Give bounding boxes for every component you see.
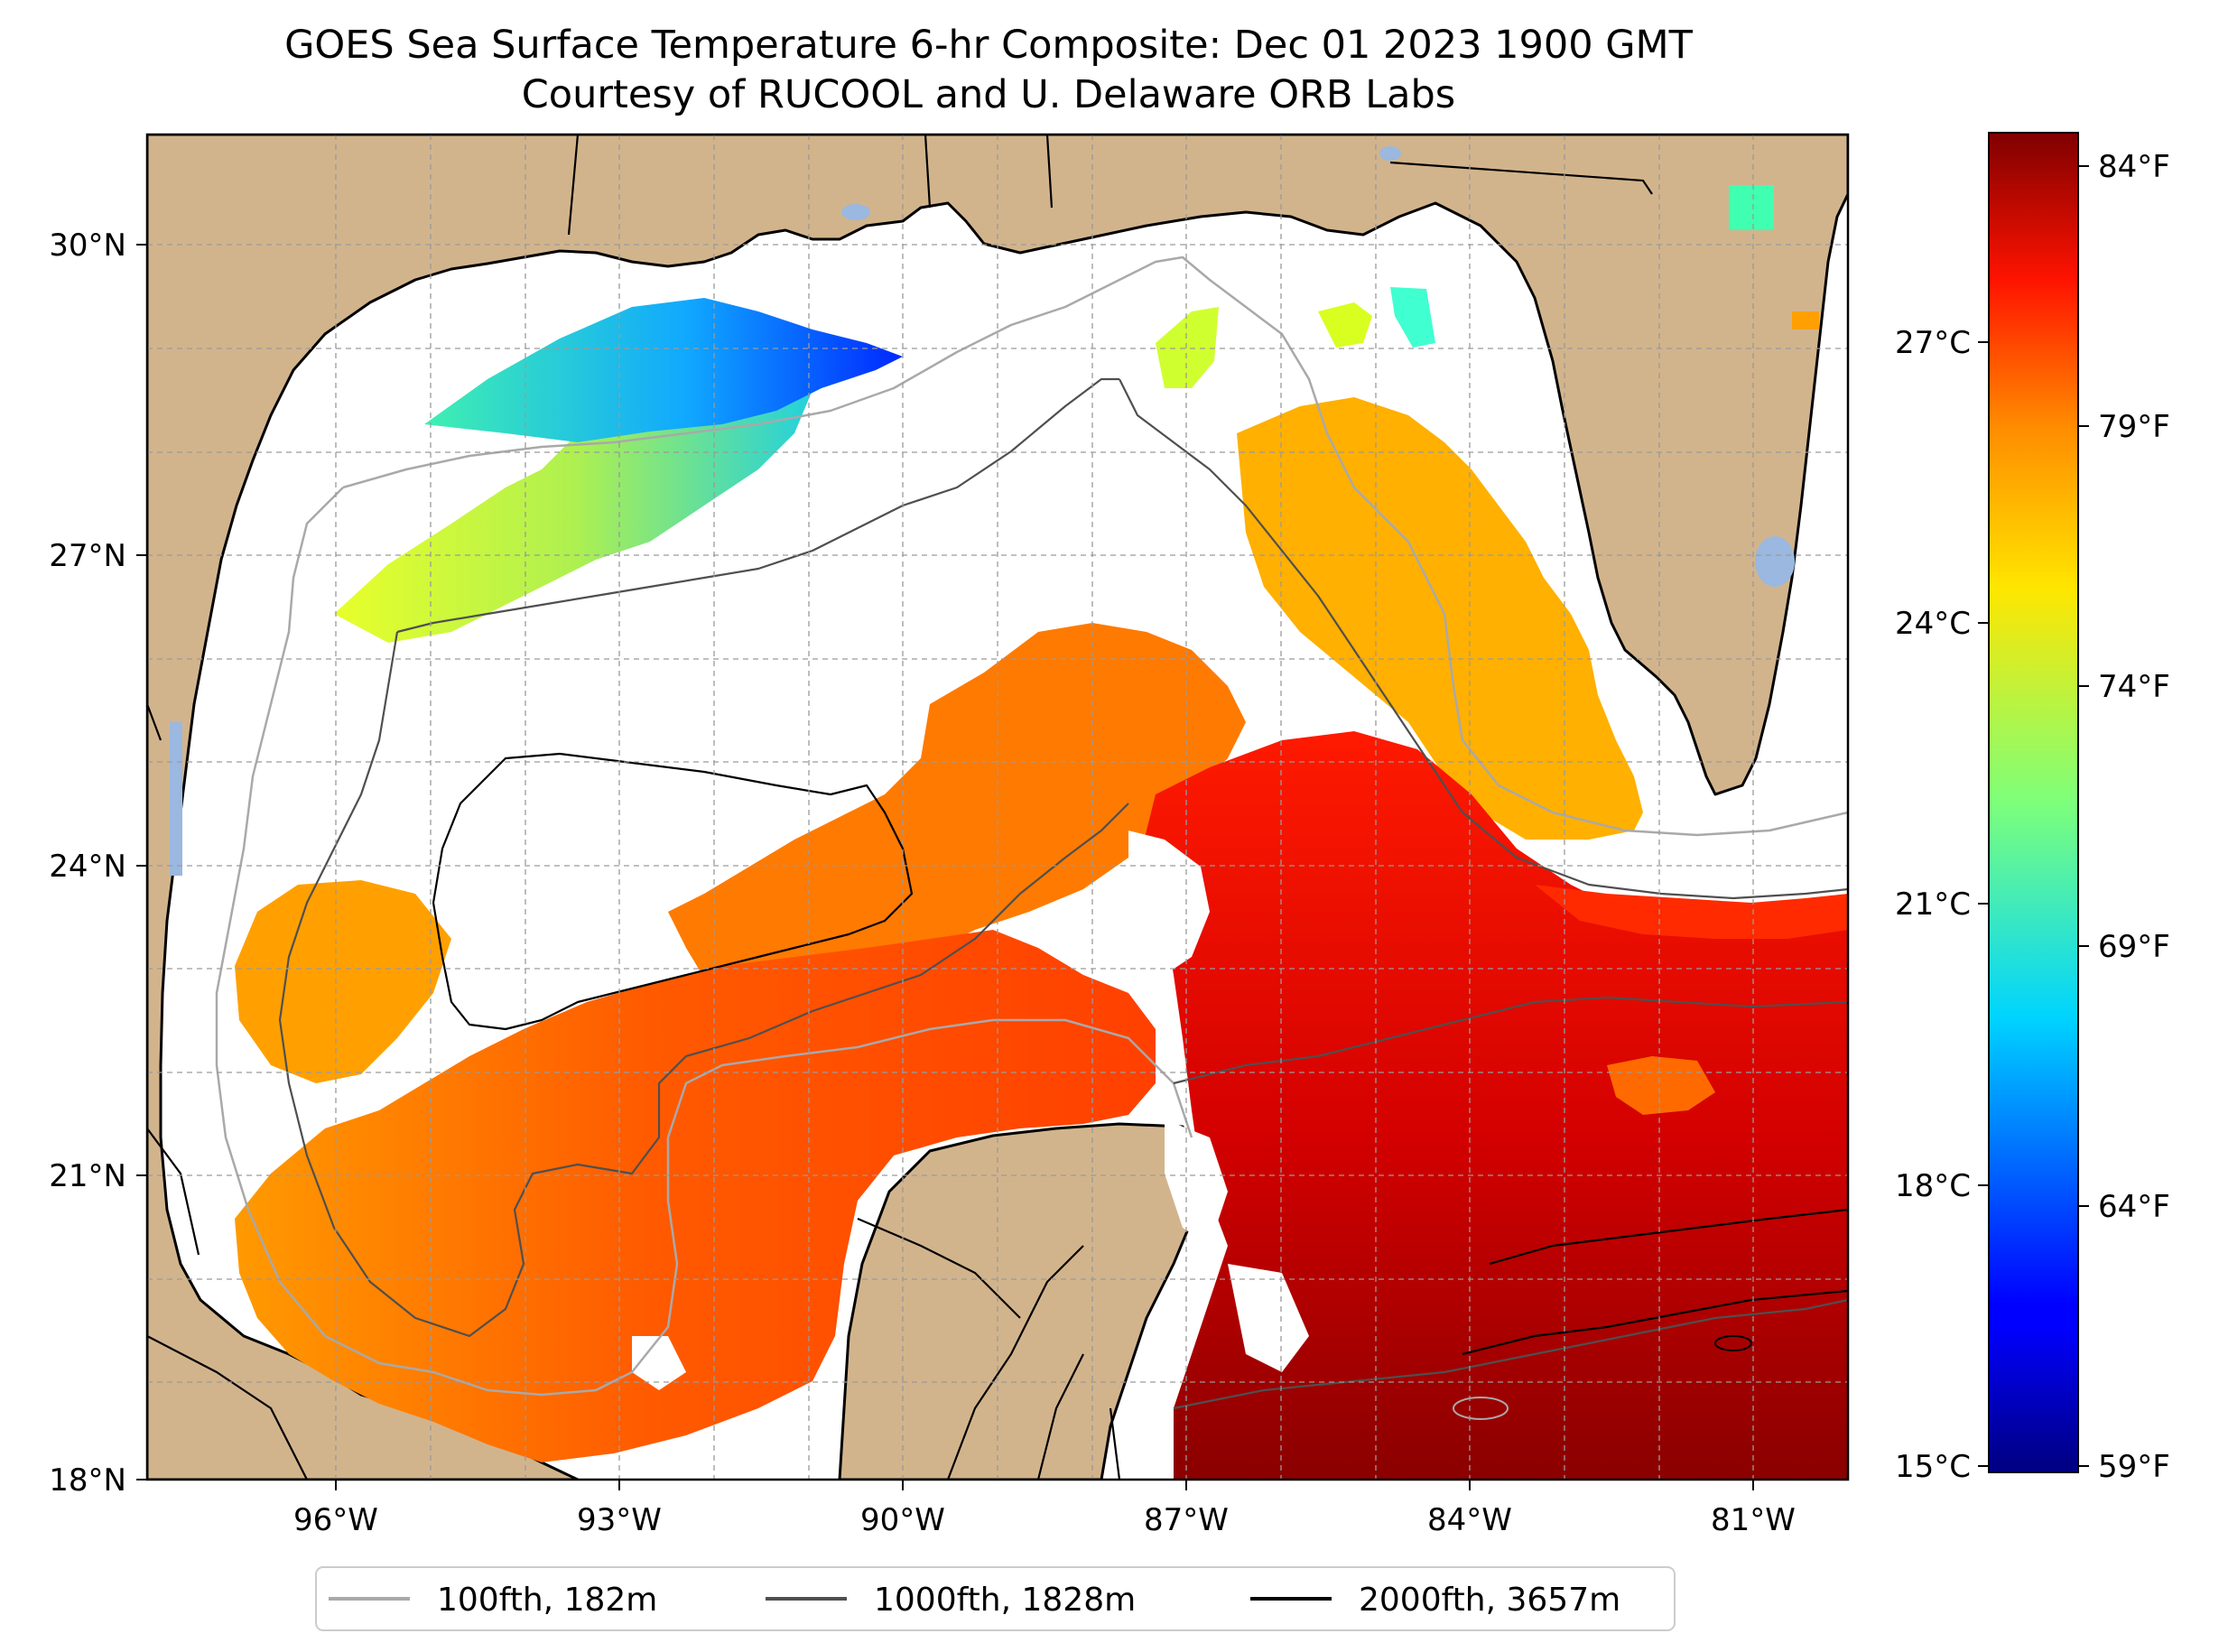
lake-northeast <box>1379 146 1401 161</box>
border-al-fl <box>567 135 1653 236</box>
sst-bay-of-campeche <box>235 930 1156 1462</box>
lat-tick-30n: 30°N <box>49 227 126 264</box>
colorbar-c-24: 24°C <box>1895 606 1971 642</box>
sst-mississippi-plume <box>1156 307 1219 388</box>
lakes <box>170 146 1795 876</box>
contour-100fth-loop <box>1453 1397 1509 1420</box>
lon-tick-labels: 96°W 93°W 90°W 87°W 84°W 81°W <box>293 1502 1796 1538</box>
sst-field <box>235 185 1848 1480</box>
map-panel <box>147 135 1848 1480</box>
sst-loop-current <box>1137 731 1848 1480</box>
sst-fl-shelf <box>1237 397 1643 840</box>
sst-keys-patch <box>1792 311 1819 329</box>
lake-okeechobee <box>1755 536 1795 587</box>
axis-ticks <box>136 244 1754 1490</box>
yucatan-peninsula <box>838 1122 1202 1480</box>
sst-cuba-south <box>1607 1056 1715 1115</box>
contour-100fth <box>215 255 1848 1397</box>
colorbar-f-84: 84°F <box>2098 149 2170 185</box>
contour-1000fth <box>278 377 1848 1410</box>
title-line-1: GOES Sea Surface Temperature 6-hr Compos… <box>284 23 1694 68</box>
lon-tick-90w: 90°W <box>860 1502 945 1538</box>
legend-label-2000fth: 2000fth, 3657m <box>1359 1582 1620 1619</box>
legend-label-100fth: 100fth, 182m <box>437 1582 657 1619</box>
legend-label-1000fth: 1000fth, 1828m <box>874 1582 1136 1619</box>
lon-tick-87w: 87°W <box>1144 1502 1229 1538</box>
lon-tick-84w: 84°W <box>1427 1502 1512 1538</box>
legend-box <box>315 1566 1676 1631</box>
lon-tick-96w: 96°W <box>293 1502 378 1538</box>
cloud-gap-1 <box>1128 831 1210 975</box>
colorbar-gradient <box>1988 132 2079 1473</box>
border-mexico-states <box>147 1128 1121 1480</box>
lon-tick-93w: 93°W <box>577 1502 662 1538</box>
cloud-gap-4 <box>632 1336 686 1390</box>
bathymetry-contours <box>215 255 1848 1420</box>
north-america-coast <box>147 135 1848 1480</box>
colorbar: 27°C 24°C 21°C 18°C 15°C 84°F 79°F 74°F … <box>1895 132 2170 1485</box>
border-us-mexico <box>147 703 162 741</box>
sst-apalachee <box>1318 302 1372 348</box>
cloud-gap-3 <box>1228 1264 1309 1372</box>
cloud-gap-2 <box>1165 1119 1228 1246</box>
colorbar-f-79: 79°F <box>2098 409 2170 445</box>
contour-2000fth-loop <box>1714 1335 1752 1351</box>
lake-pontchartrain <box>841 204 870 220</box>
colorbar-f-64: 64°F <box>2098 1189 2170 1225</box>
political-borders <box>147 135 1653 1480</box>
colorbar-f-74: 74°F <box>2098 669 2170 705</box>
title-line-2: Courtesy of RUCOOL and U. Delaware ORB L… <box>522 72 1455 117</box>
colorbar-c-18: 18°C <box>1895 1168 1971 1204</box>
colorbar-f-59: 59°F <box>2098 1449 2170 1485</box>
laguna-madre <box>170 722 182 876</box>
lat-tick-21n: 21°N <box>49 1158 126 1194</box>
map-frame <box>145 133 1850 1481</box>
sst-west-shelf <box>235 880 451 1083</box>
colorbar-c-27: 27°C <box>1895 325 1971 361</box>
lat-tick-labels: 30°N 27°N 24°N 21°N 18°N <box>49 227 126 1499</box>
colorbar-c-15: 15°C <box>1895 1449 1971 1485</box>
sst-nw-shelf <box>334 357 817 643</box>
sst-big-bend <box>1390 287 1435 348</box>
colorbar-c-21: 21°C <box>1895 886 1971 923</box>
lon-tick-81w: 81°W <box>1711 1502 1796 1538</box>
sst-atlantic-patch <box>1729 185 1774 230</box>
lat-tick-18n: 18°N <box>49 1462 126 1499</box>
contour-2000fth <box>432 752 1848 1356</box>
lat-tick-27n: 27°N <box>49 538 126 574</box>
sst-la-shelf <box>424 298 903 442</box>
legend: 100fth, 182m 1000fth, 1828m 2000fth, 365… <box>315 1566 1676 1631</box>
colorbar-f-69: 69°F <box>2098 929 2170 965</box>
lat-tick-24n: 24°N <box>49 849 126 885</box>
sst-florida-strait <box>1535 885 1848 939</box>
